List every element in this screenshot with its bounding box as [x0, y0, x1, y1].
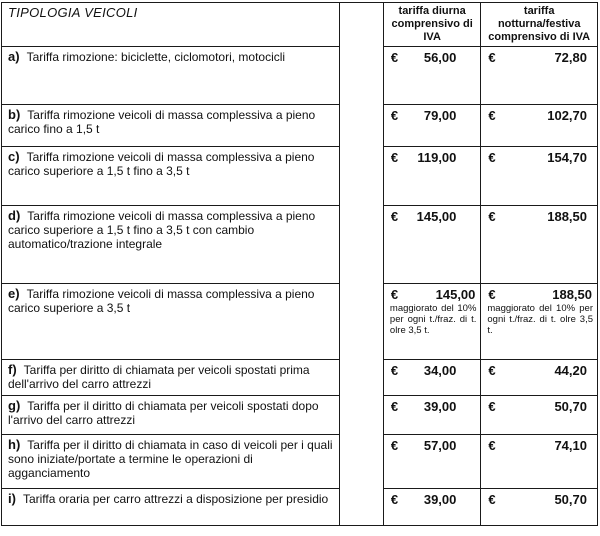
tariff-diurna-cell: €39,00 — [382, 488, 482, 526]
euro-symbol: € — [488, 50, 496, 65]
row-description: Tariffa per il diritto di chiamata per v… — [8, 399, 319, 427]
euro-symbol: € — [488, 209, 496, 224]
tariff-diurna-value: 39,00 — [423, 399, 457, 414]
row-label: g) — [8, 398, 21, 413]
tariff-notturna-value: 50,70 — [554, 492, 587, 507]
table-row-i: i) Tariffa oraria per carro attrezzi a di… — [1, 488, 598, 526]
euro-symbol: € — [390, 150, 399, 165]
row-description: Tariffa rimozione veicoli di massa compl… — [8, 287, 315, 315]
header-tariffa-notturna: tariffa notturna/festiva comprensivo di … — [480, 2, 598, 47]
table-header-row: TIPOLOGIA VEICOLI tariffa diurna compren… — [1, 2, 598, 526]
euro-symbol: € — [488, 363, 496, 378]
table-row-d: d) Tariffa rimozione veicoli di massa com… — [1, 205, 598, 284]
row-description: Tariffa rimozione veicoli di massa compl… — [8, 209, 316, 251]
euro-symbol: € — [390, 209, 399, 224]
tariff-notturna-value: 74,10 — [554, 438, 587, 453]
tariff-diurna-value: 119,00 — [417, 150, 457, 165]
tariff-notturna-cell: €74,10 — [480, 434, 598, 489]
tariff-diurna-cell: €57,00 — [382, 434, 482, 489]
tariff-notturna-cell: €154,70 — [480, 146, 598, 206]
row-description: Tariffa rimozione: biciclette, ciclomoto… — [26, 50, 286, 64]
euro-symbol: € — [488, 438, 496, 453]
tariff-diurna-value: 56,00 — [423, 50, 457, 65]
euro-symbol: € — [390, 50, 399, 65]
row-label: b) — [8, 107, 21, 122]
tariff-diurna-value: 145,00 — [435, 287, 476, 302]
table-row-f: f) Tariffa per diritto di chiamata per ve… — [1, 359, 598, 396]
tariff-diurna-value: 145,00 — [416, 209, 457, 224]
tariff-notturna-cell: €50,70 — [480, 395, 598, 435]
row-description-cell: i) Tariffa oraria per carro attrezzi a di… — [1, 488, 340, 526]
row-description: Tariffa rimozione veicoli di massa compl… — [8, 150, 315, 178]
tariff-notturna-value: 188,50 — [547, 209, 587, 224]
euro-symbol: € — [488, 492, 496, 507]
tariff-diurna-value: 79,00 — [423, 108, 457, 123]
row-description: Tariffa rimozione veicoli di massa compl… — [8, 108, 316, 136]
tariff-notturna-cell: €188,50 — [480, 205, 598, 284]
row-label: e) — [8, 286, 20, 301]
tariff-diurna-cell: €79,00 — [382, 104, 482, 147]
row-label: d) — [8, 208, 21, 223]
row-description-cell: g) Tariffa per il diritto di chiamata per… — [1, 395, 340, 435]
table-row-e: e) Tariffa rimozione veicoli di massa com… — [1, 283, 598, 360]
tariff-notturna-value: 188,50 — [552, 287, 592, 302]
header-tariffa-diurna: tariffa diurna comprensivo di IVA — [382, 2, 482, 47]
row-description: Tariffa per diritto di chiamata per veic… — [8, 363, 310, 391]
row-label: f) — [8, 362, 17, 377]
surcharge-note: maggiorato del 10% per ogni t./fraz. di … — [487, 303, 593, 336]
header-tipologia-veicoli: TIPOLOGIA VEICOLI — [1, 2, 340, 47]
tariff-diurna-value: 34,00 — [423, 363, 457, 378]
tariff-diurna-value: 57,00 — [423, 438, 457, 453]
tariff-diurna-value: 39,00 — [423, 492, 457, 507]
tariff-diurna-cell: €56,00 — [382, 46, 482, 105]
tariff-diurna-cell: €39,00 — [382, 395, 482, 435]
row-description-cell: d) Tariffa rimozione veicoli di massa com… — [1, 205, 340, 284]
tariff-notturna-value: 44,20 — [554, 363, 587, 378]
row-description-cell: c) Tariffa rimozione veicoli di massa com… — [1, 146, 340, 206]
euro-symbol: € — [390, 108, 399, 123]
row-label: h) — [8, 437, 21, 452]
euro-symbol: € — [488, 287, 496, 302]
row-description-cell: h) Tariffa per il diritto di chiamata in … — [1, 434, 340, 489]
euro-symbol: € — [390, 438, 399, 453]
tariff-notturna-value: 102,70 — [547, 108, 587, 123]
euro-symbol: € — [488, 150, 496, 165]
table-row-h: h) Tariffa per il diritto di chiamata in … — [1, 434, 598, 489]
row-description-cell: e) Tariffa rimozione veicoli di massa com… — [1, 283, 340, 360]
tariff-notturna-cell: €102,70 — [480, 104, 598, 147]
tariff-notturna-value: 154,70 — [547, 150, 587, 165]
row-description: Tariffa per il diritto di chiamata in ca… — [8, 438, 333, 480]
euro-symbol: € — [488, 399, 496, 414]
euro-symbol: € — [390, 287, 399, 302]
table-row-g: g) Tariffa per il diritto di chiamata per… — [1, 395, 598, 435]
row-description-cell: b) Tariffa rimozione veicoli di massa com… — [1, 104, 340, 147]
row-description-cell: a) Tariffa rimozione: biciclette, ciclomo… — [1, 46, 340, 105]
table-row-b: b) Tariffa rimozione veicoli di massa com… — [1, 104, 598, 147]
row-label: a) — [8, 49, 20, 64]
tariff-diurna-cell: €145,00 maggiorato del 10% per ogni t./f… — [382, 283, 482, 360]
euro-symbol: € — [390, 399, 399, 414]
tariff-notturna-cell: €50,70 — [480, 488, 598, 526]
tariff-diurna-cell: €34,00 — [382, 359, 482, 396]
row-description: Tariffa oraria per carro attrezzi a disp… — [22, 492, 329, 506]
tariff-notturna-cell: €44,20 — [480, 359, 598, 396]
surcharge-note: maggiorato del 10% per ogni t./fraz. di … — [389, 303, 477, 336]
tariff-notturna-cell: €188,50 maggiorato del 10% per ogni t./f… — [480, 283, 598, 360]
tariff-diurna-cell: €145,00 — [382, 205, 482, 284]
euro-symbol: € — [488, 108, 496, 123]
tariff-diurna-cell: €119,00 — [382, 146, 482, 206]
row-label: c) — [8, 149, 20, 164]
tariff-notturna-value: 72,80 — [554, 50, 587, 65]
tariff-table: TIPOLOGIA VEICOLI tariffa diurna compren… — [1, 2, 598, 526]
euro-symbol: € — [390, 492, 399, 507]
tariff-notturna-value: 50,70 — [554, 399, 587, 414]
table-row-a: a) Tariffa rimozione: biciclette, ciclomo… — [1, 46, 598, 105]
row-label: i) — [8, 491, 16, 506]
tariff-notturna-cell: €72,80 — [480, 46, 598, 105]
euro-symbol: € — [390, 363, 399, 378]
row-description-cell: f) Tariffa per diritto di chiamata per ve… — [1, 359, 340, 396]
table-row-c: c) Tariffa rimozione veicoli di massa com… — [1, 146, 598, 206]
spacer-column — [338, 2, 384, 526]
